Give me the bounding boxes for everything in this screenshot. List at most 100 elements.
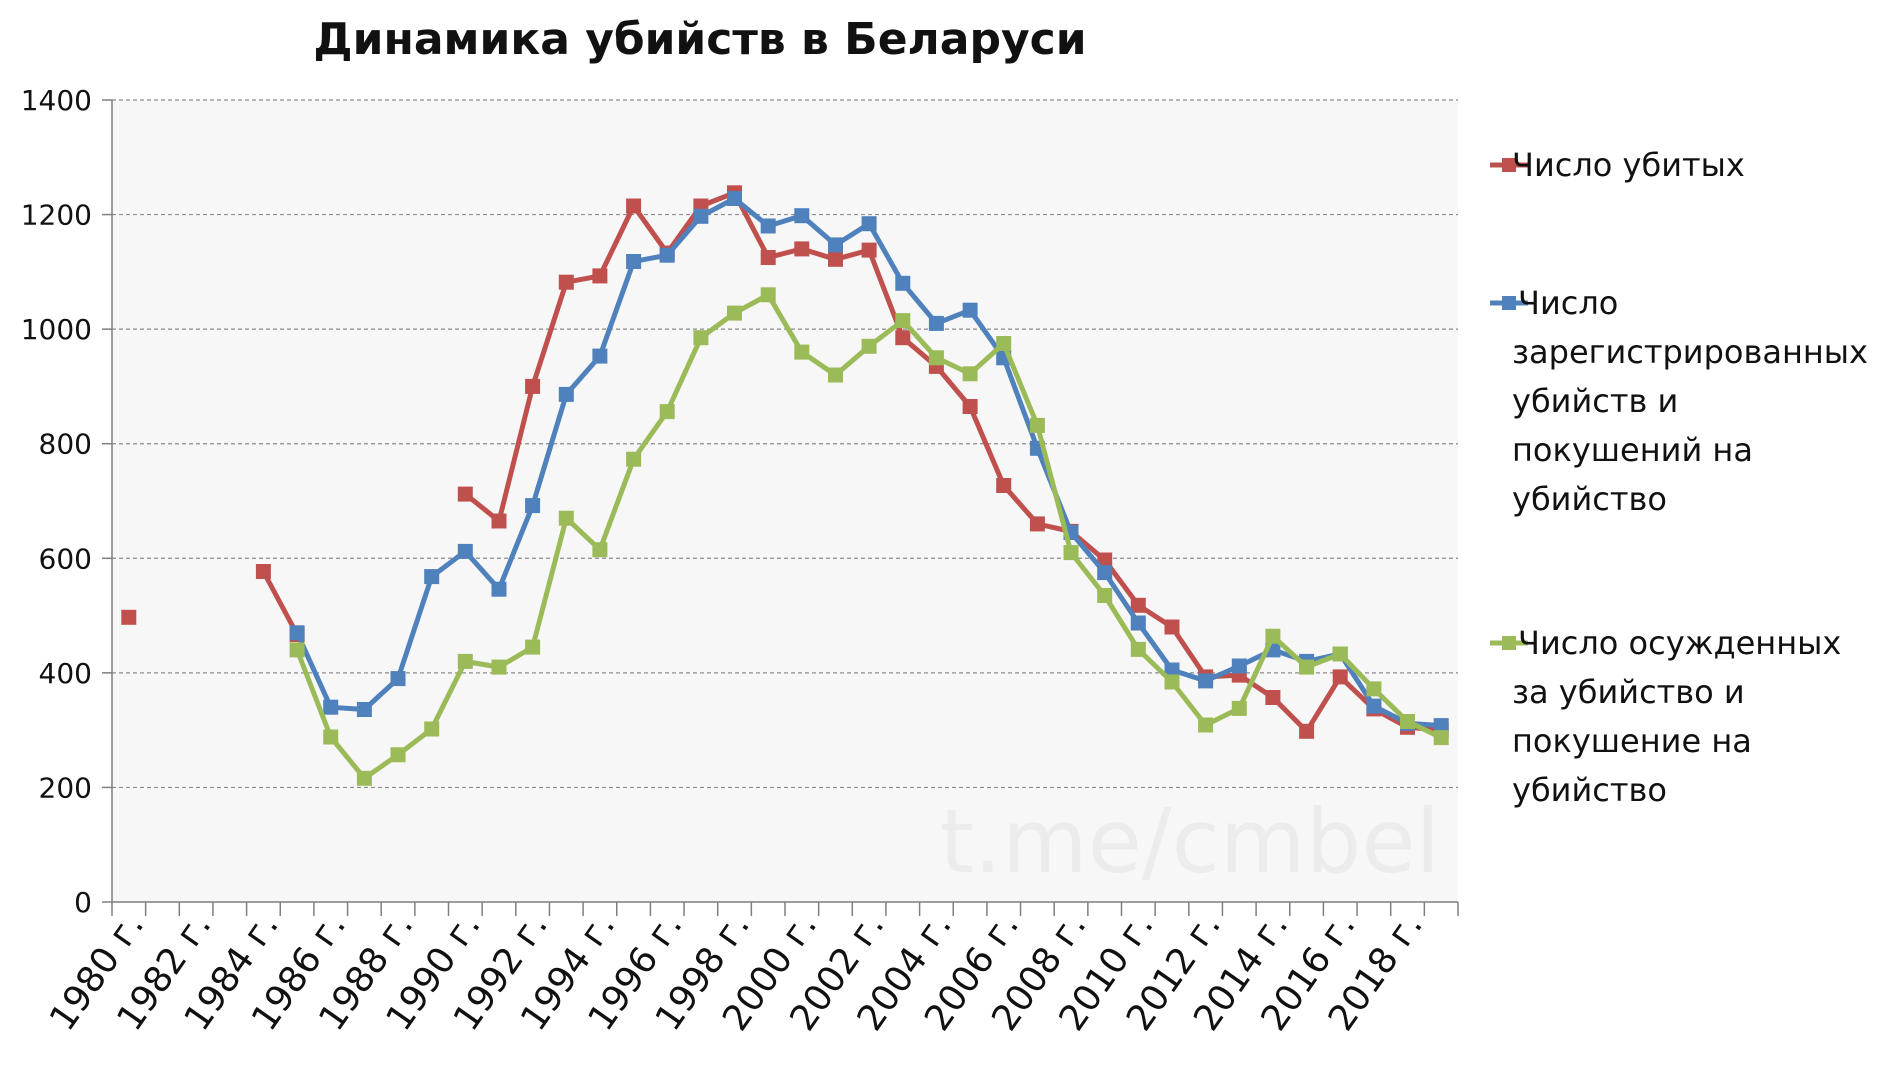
data-point <box>962 302 978 318</box>
data-point <box>1164 674 1180 690</box>
data-point <box>895 330 911 346</box>
legend-label: Число осужденных за убийство и покушение н… <box>1512 624 1841 809</box>
data-point <box>1332 669 1348 685</box>
data-point <box>626 451 642 467</box>
legend-item-1: Число убитых <box>1490 146 1745 184</box>
data-point <box>693 208 709 224</box>
data-point <box>1198 673 1214 689</box>
data-point <box>1433 730 1449 746</box>
data-point <box>491 513 507 529</box>
data-point <box>1400 714 1415 729</box>
legend-item-2: Число зарегистрированных убийств и покушени… <box>1490 284 1868 518</box>
data-point <box>794 241 810 257</box>
data-point <box>323 699 339 715</box>
data-point <box>1130 641 1146 657</box>
data-point <box>525 498 541 514</box>
series-3 <box>289 287 1449 786</box>
data-point <box>289 625 305 641</box>
data-point <box>828 237 843 253</box>
data-point <box>525 639 541 655</box>
data-point <box>962 399 978 414</box>
data-point <box>760 250 776 265</box>
y-tick-label: 0 <box>74 886 92 919</box>
data-point <box>928 315 944 331</box>
gridlines <box>112 99 1458 789</box>
data-point <box>558 510 574 526</box>
data-point <box>693 330 709 346</box>
data-point <box>1063 545 1079 561</box>
data-point <box>1299 723 1315 739</box>
data-point <box>289 642 305 658</box>
data-point <box>794 344 810 360</box>
data-point <box>760 218 776 234</box>
data-point <box>390 747 406 763</box>
data-point <box>828 251 843 267</box>
data-point <box>356 770 372 786</box>
data-point <box>895 313 911 329</box>
legend-label: Число убитых <box>1512 146 1745 184</box>
data-point <box>1299 659 1315 675</box>
data-point <box>424 721 440 737</box>
legend: Число убитых Число зарегистрированных убийс… <box>1490 146 1868 809</box>
data-point <box>1198 717 1214 733</box>
data-point <box>1164 619 1180 635</box>
legend-item-3: Число осужденных за убийство и покушение н… <box>1490 624 1841 809</box>
data-point <box>828 367 843 383</box>
data-point <box>558 386 574 402</box>
data-point <box>1231 658 1247 674</box>
data-point <box>996 336 1012 351</box>
data-point <box>1265 628 1281 644</box>
data-point <box>794 208 810 224</box>
data-point <box>861 216 877 232</box>
data-point <box>1097 565 1113 581</box>
data-point <box>727 191 742 206</box>
data-point <box>1231 700 1247 716</box>
data-point <box>1097 588 1113 603</box>
data-point <box>592 542 608 558</box>
data-point <box>1332 646 1348 662</box>
data-point <box>1130 597 1146 613</box>
data-point <box>491 581 507 597</box>
data-point <box>592 348 608 364</box>
data-point <box>1130 615 1146 631</box>
series-2 <box>289 191 1449 734</box>
data-point <box>592 268 608 284</box>
y-tick-label: 1400 <box>21 84 92 117</box>
legend-marker <box>1502 636 1516 650</box>
legend-marker <box>1502 158 1516 172</box>
chart-title: Динамика убийств в Беларуси <box>313 14 1086 65</box>
data-point <box>558 274 574 290</box>
data-point <box>626 198 642 214</box>
data-point <box>424 569 440 585</box>
data-point <box>895 275 911 291</box>
data-point <box>255 564 271 579</box>
data-point <box>323 729 339 745</box>
series-group <box>121 185 1449 786</box>
data-point <box>626 254 642 269</box>
data-point <box>121 609 137 625</box>
legend-marker <box>1502 296 1516 310</box>
legend-label: Число зарегистрированных убийств и покушени… <box>1512 284 1868 518</box>
data-point <box>1029 516 1045 532</box>
data-point <box>525 378 541 394</box>
y-tick-label: 1200 <box>21 199 92 232</box>
data-point <box>390 671 406 687</box>
data-point <box>356 702 372 717</box>
data-point <box>457 543 473 559</box>
data-point <box>996 478 1012 493</box>
data-point <box>659 247 675 263</box>
data-point <box>1366 681 1382 697</box>
data-point <box>1366 698 1382 714</box>
data-point <box>659 404 675 420</box>
data-point <box>727 305 742 321</box>
plot-area <box>112 100 1458 902</box>
data-point <box>491 659 507 675</box>
data-point <box>760 287 776 303</box>
watermark-text: t.me/cmbel <box>939 790 1440 893</box>
data-point <box>928 350 944 366</box>
y-tick-label: 200 <box>39 771 92 804</box>
data-point <box>962 366 978 382</box>
data-point <box>457 653 473 669</box>
data-point <box>1029 417 1045 433</box>
data-point <box>457 486 473 502</box>
